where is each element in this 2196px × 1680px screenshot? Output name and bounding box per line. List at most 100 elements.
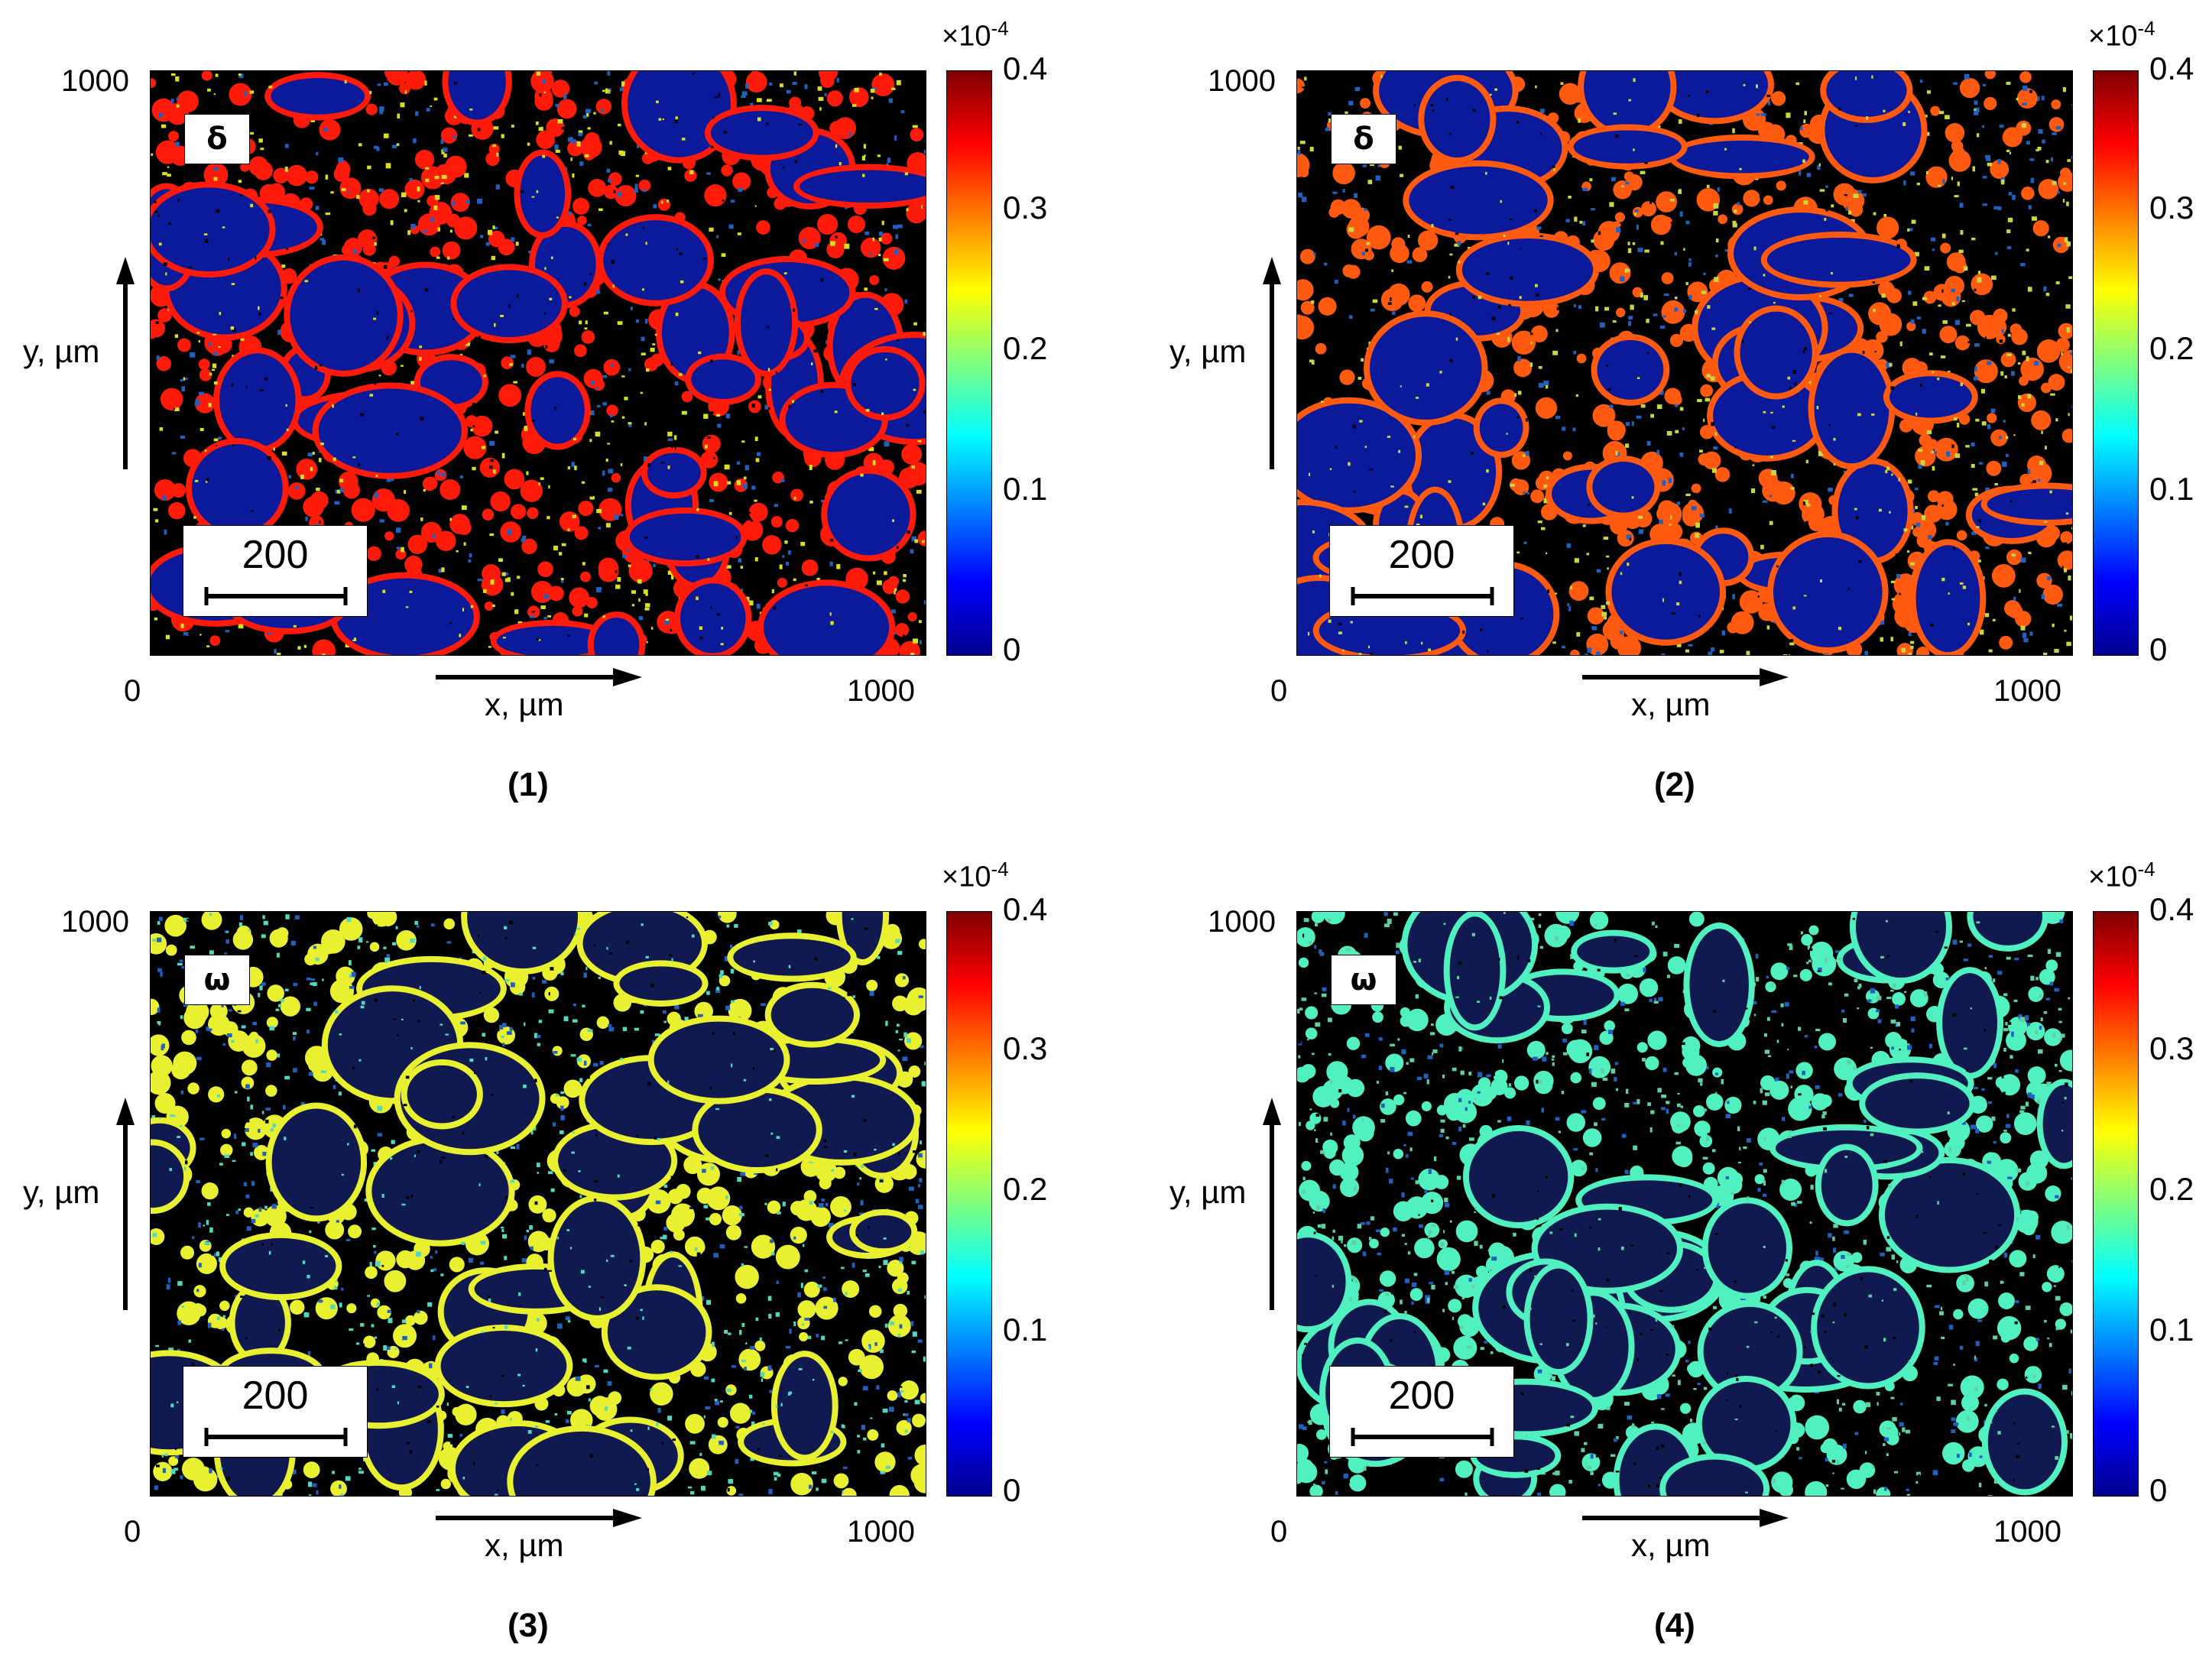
heatmap-speckle [1694, 493, 1696, 495]
heatmap-speckle [435, 176, 440, 179]
heatmap-speckle [310, 467, 313, 471]
colorbar-tick-label: 0 [2149, 631, 2167, 668]
heatmap-speckle [1606, 365, 1608, 366]
heatmap-speckle [1791, 474, 1794, 478]
heatmap-speckle [452, 201, 455, 206]
heatmap-network-blob [370, 942, 380, 952]
heatmap-speckle [2063, 87, 2066, 92]
y-tick-label: 1000 [1208, 64, 1276, 99]
heatmap-speckle [689, 170, 693, 174]
heatmap-speckle [710, 411, 713, 414]
heatmap-speckle [584, 1061, 586, 1065]
heatmap-speckle [2012, 308, 2015, 311]
heatmap-network-blob [2060, 167, 2071, 178]
heatmap-speckle [407, 230, 410, 235]
heatmap-network-blob [1925, 167, 1947, 188]
heatmap-speckle [793, 579, 796, 581]
heatmap-speckle [1875, 351, 1876, 352]
heatmap-network-blob [303, 496, 323, 517]
heatmap-speckle [1362, 251, 1365, 255]
heatmap-network-blob [173, 1052, 196, 1075]
heatmap-speckle [268, 456, 271, 459]
heatmap-speckle [1770, 456, 1773, 458]
heatmap-speckle [287, 429, 289, 431]
heatmap-speckle [1526, 451, 1529, 456]
heatmap-network-blob [895, 623, 909, 637]
heatmap-speckle [294, 625, 297, 628]
heatmap-grain [1409, 167, 1547, 235]
heatmap-speckle [1923, 242, 1926, 245]
heatmap-speckle [695, 1247, 698, 1250]
heatmap-speckle [887, 157, 890, 163]
heatmap-speckle [340, 1494, 343, 1496]
heatmap-network-blob [553, 1046, 563, 1056]
heatmap-speckle [1486, 272, 1490, 274]
heatmap-speckle [338, 157, 343, 162]
heatmap-speckle [485, 176, 488, 180]
heatmap-speckle [1354, 193, 1357, 198]
heatmap-network-blob [608, 172, 622, 186]
heatmap-speckle [1573, 317, 1575, 319]
heatmap-speckle [542, 980, 547, 984]
heatmap-speckle [1729, 508, 1732, 514]
heatmap-speckle [1675, 252, 1677, 255]
heatmap-speckle [322, 240, 326, 245]
heatmap-network-blob [1692, 484, 1701, 494]
heatmap-speckle [641, 392, 643, 394]
heatmap-speckle [1494, 89, 1497, 91]
heatmap-speckle [1709, 215, 1712, 217]
heatmap-speckle [1932, 248, 1935, 251]
heatmap-speckle [1350, 621, 1353, 624]
heatmap-speckle [1939, 111, 1944, 114]
heatmap-speckle [1523, 454, 1526, 456]
heatmap-network-blob [527, 508, 538, 519]
heatmap-speckle [1680, 452, 1684, 457]
heatmap-speckle [608, 1027, 614, 1032]
heatmap-speckle [1458, 261, 1460, 263]
heatmap-speckle [711, 1166, 714, 1170]
heatmap-speckle [1985, 613, 1990, 617]
heatmap-speckle [1645, 449, 1647, 452]
heatmap-speckle [898, 1289, 902, 1292]
heatmap-speckle [379, 111, 383, 114]
heatmap-speckle [293, 1036, 296, 1041]
heatmap-network-blob [1300, 249, 1315, 264]
heatmap-speckle [617, 343, 620, 346]
heatmap-speckle [1679, 572, 1681, 576]
heatmap-network-blob [901, 444, 922, 465]
heatmap-speckle [213, 167, 219, 170]
heatmap-speckle [735, 1459, 738, 1464]
heatmap-speckle [1638, 516, 1643, 519]
heatmap-speckle [716, 235, 718, 238]
heatmap-speckle [180, 379, 183, 381]
heatmap-speckle [1893, 375, 1896, 378]
heatmap-speckle [156, 426, 159, 428]
heatmap-speckle [543, 617, 547, 619]
heatmap-speckle [1771, 470, 1776, 475]
heatmap-network-blob [709, 1213, 722, 1225]
heatmap-speckle [509, 363, 513, 366]
heatmap-speckle [200, 428, 204, 431]
heatmap-speckle [274, 649, 276, 654]
heatmap-speckle [459, 126, 463, 129]
heatmap-speckle [177, 97, 179, 100]
heatmap-speckle [222, 226, 225, 228]
heatmap-speckle [545, 345, 547, 349]
heatmap-network-blob [842, 1280, 859, 1298]
heatmap-speckle [1844, 194, 1847, 196]
heatmap-speckle [809, 1485, 812, 1489]
heatmap-speckle [159, 243, 162, 246]
heatmap-speckle [2071, 406, 2072, 408]
heatmap-speckle [2029, 158, 2034, 161]
heatmap-speckle [1928, 535, 1932, 539]
heatmap-speckle [674, 435, 676, 439]
heatmap-speckle [502, 453, 505, 459]
heatmap-speckle [741, 440, 744, 443]
heatmap-speckle [1993, 146, 1996, 148]
heatmap-speckle [258, 313, 261, 316]
heatmap-speckle [1907, 229, 1909, 232]
heatmap-speckle [1739, 168, 1741, 170]
heatmap-speckle [2029, 205, 2032, 209]
heatmap-speckle [269, 1026, 274, 1030]
heatmap-speckle [1951, 445, 1954, 449]
